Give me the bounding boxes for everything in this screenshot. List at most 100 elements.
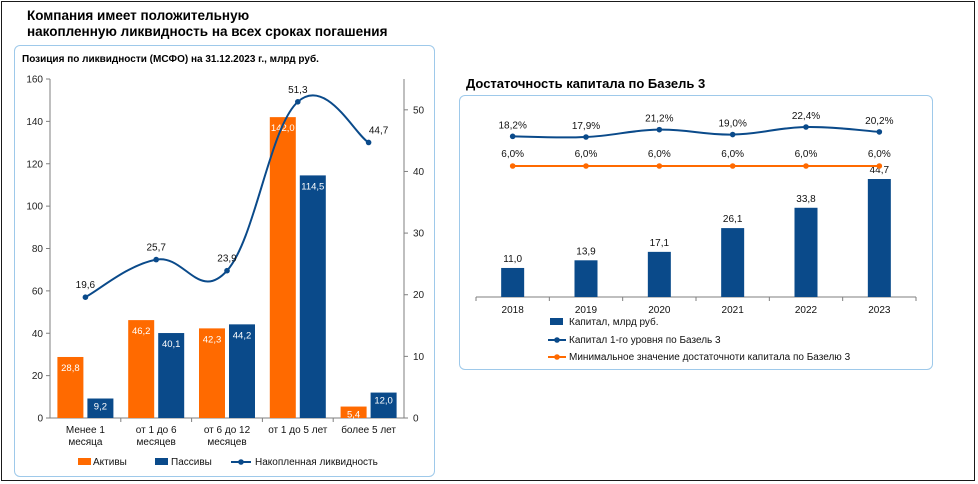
min-requirement-point-label: 6,0% (795, 149, 818, 160)
bar-assets (57, 356, 84, 418)
bar-liabilities-label: 12,0 (374, 396, 393, 407)
min-requirement-point (876, 163, 883, 169)
left-tick-label: 60 (32, 286, 44, 297)
tier1-point-label: 22,4% (792, 111, 820, 122)
capital-bar-label: 44,7 (870, 165, 890, 176)
bar-liabilities (229, 324, 255, 418)
legend-assets-label: Активы (93, 457, 127, 468)
min-requirement-point (583, 163, 589, 169)
min-requirement-point-label: 6,0% (648, 149, 671, 160)
legend-capital-swatch (550, 318, 563, 325)
x-category-label: Менее 1 (66, 425, 105, 436)
liquidity-point (295, 99, 301, 105)
page-title-line-2: накопленную ликвидность на всех сроках п… (27, 24, 388, 39)
right-tick-label: 50 (413, 105, 425, 116)
tier1-point (583, 134, 589, 140)
legend-tier1-marker (554, 337, 560, 343)
liquidity-point-label: 19,6 (76, 280, 96, 291)
capital-bar (574, 260, 598, 297)
tier1-point-label: 17,9% (572, 121, 600, 132)
tier1-point (876, 129, 883, 135)
x-category-label: месяца (68, 437, 103, 448)
capital-bar-label: 11,0 (503, 254, 522, 265)
capital-chart-title: Достаточность капитала по Базель 3 (466, 76, 706, 91)
capital-bar (867, 179, 891, 297)
bar-assets-label: 5,4 (347, 410, 360, 421)
left-tick-label: 120 (26, 159, 43, 170)
legend-min-marker (554, 354, 560, 360)
x-category-label: месяцев (137, 437, 176, 448)
left-tick-label: 140 (26, 117, 43, 128)
x-category-label: от 1 до 6 (136, 425, 177, 436)
right-tick-label: 0 (413, 414, 419, 425)
left-tick-label: 20 (32, 371, 44, 382)
legend-capital-label: Капитал, млрд руб. (569, 316, 659, 328)
capital-bar-label: 17,1 (650, 238, 670, 249)
right-tick-label: 10 (413, 352, 425, 363)
bar-assets (269, 117, 296, 418)
liquidity-chart-title: Позиция по ликвидности (МСФО) на 31.12.2… (22, 54, 319, 65)
left-tick-label: 160 (26, 75, 43, 86)
min-requirement-point (509, 163, 516, 169)
left-tick-label: 100 (26, 202, 43, 213)
tier1-point-label: 21,2% (645, 114, 673, 125)
min-requirement-point (729, 163, 736, 169)
liquidity-point (224, 267, 230, 274)
liquidity-line (84, 94, 370, 299)
liquidity-point-label: 44,7 (369, 125, 389, 136)
legend-liquidity-label: Накопленная ликвидность (255, 457, 378, 468)
bar-assets-label: 42,3 (203, 334, 222, 345)
bar-liabilities-label: 9,2 (94, 402, 107, 413)
x-category-label: от 1 до 5 лет (268, 425, 328, 436)
left-tick-label: 0 (37, 414, 43, 425)
legend-liquidity-marker (238, 459, 244, 465)
page-title: Компания имеет положительную накопленную… (27, 8, 447, 40)
liquidity-point-label: 23,9 (217, 254, 237, 265)
capital-bar (647, 251, 671, 297)
tier1-point (803, 124, 809, 130)
min-requirement-point-label: 6,0% (575, 149, 598, 160)
bar-liabilities-label: 40,1 (162, 339, 181, 350)
liquidity-point (82, 294, 89, 300)
liquidity-point-label: 51,3 (288, 85, 308, 96)
min-requirement-point-label: 6,0% (721, 149, 744, 160)
x-category-label: месяцев (207, 437, 246, 448)
bar-liabilities (370, 392, 397, 418)
bar-liabilities-label: 114,5 (301, 181, 324, 192)
x-category-label: более 5 лет (341, 424, 396, 436)
bar-assets (199, 328, 225, 418)
bar-assets-label: 46,2 (132, 326, 151, 337)
tier1-point-label: 19,0% (718, 119, 746, 130)
min-requirement-point-label: 6,0% (868, 149, 891, 160)
bar-liabilities (87, 398, 114, 418)
min-requirement-point-label: 6,0% (501, 149, 524, 160)
right-tick-label: 30 (413, 229, 425, 240)
bar-liabilities (299, 175, 326, 418)
page-title-line-1: Компания имеет положительную (27, 8, 250, 23)
left-tick-label: 80 (32, 244, 44, 255)
capital-bar-label: 13,9 (576, 246, 596, 257)
tier1-point (656, 126, 663, 133)
legend-liabilities-label: Пассивы (171, 457, 212, 468)
legend-assets-swatch (78, 458, 91, 465)
capital-year-label: 2020 (648, 305, 671, 316)
legend-min-label: Минимальное значение достаточноти капита… (569, 352, 851, 363)
capital-year-label: 2022 (795, 305, 818, 316)
tier1-point (509, 133, 516, 140)
capital-bar (794, 207, 818, 297)
capital-year-label: 2021 (722, 305, 745, 316)
capital-bar-label: 33,8 (796, 194, 816, 205)
left-tick-label: 40 (32, 329, 44, 340)
right-tick-label: 40 (413, 167, 425, 178)
bar-liabilities-label: 44,2 (233, 330, 252, 341)
capital-year-label: 2018 (502, 305, 525, 316)
min-requirement-point (803, 163, 809, 169)
liquidity-point (365, 139, 372, 146)
bar-assets (340, 406, 367, 418)
bar-assets (128, 320, 155, 418)
bar-assets-label: 142,0 (271, 123, 295, 134)
capital-bar (501, 267, 525, 297)
